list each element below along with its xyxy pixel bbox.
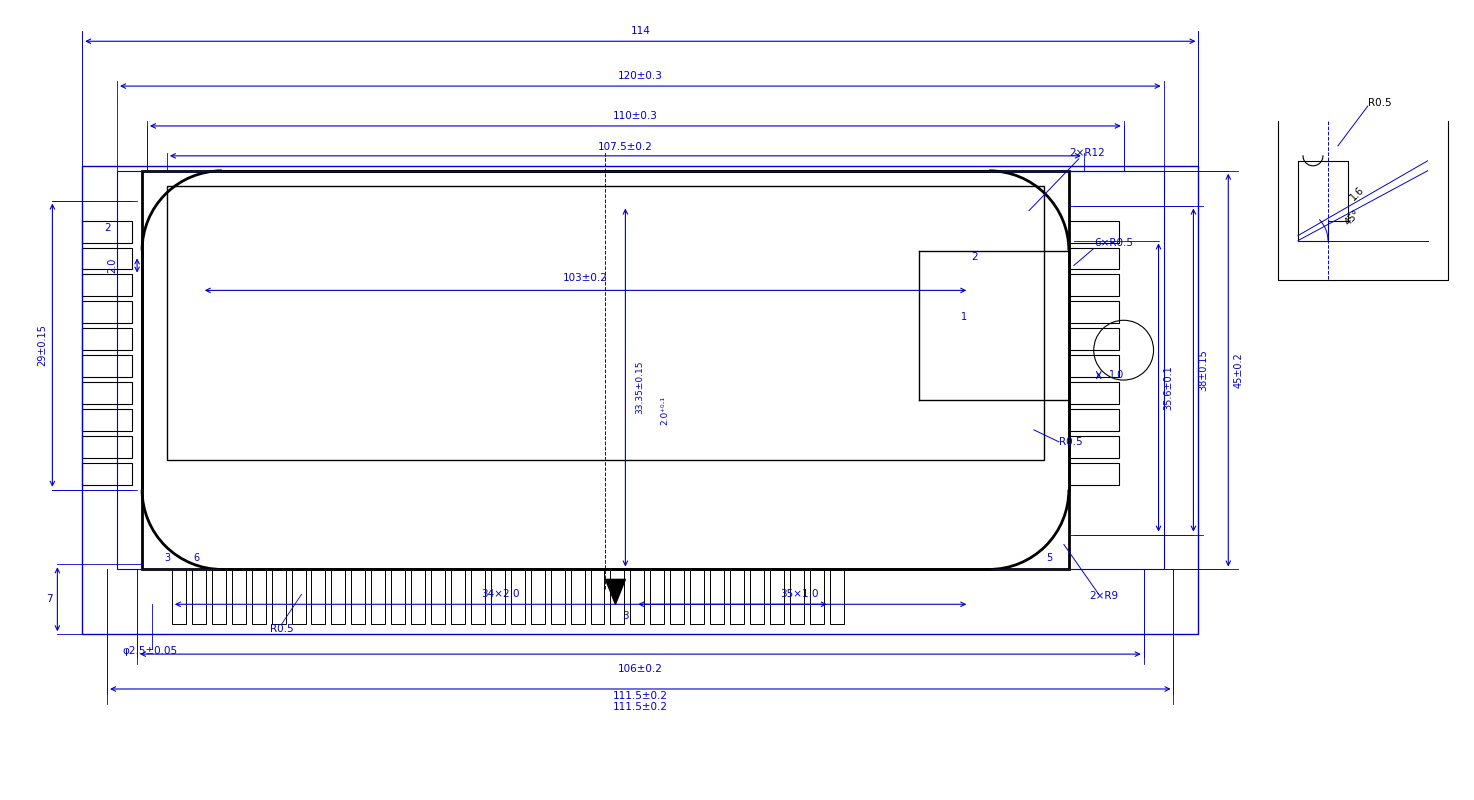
Bar — [83, 462, 133, 485]
Text: 2.0⁺⁰⋅¹: 2.0⁺⁰⋅¹ — [660, 395, 669, 425]
Bar — [631, 570, 644, 624]
Bar — [351, 570, 366, 624]
Text: 2: 2 — [971, 253, 977, 262]
Text: 6×R0.5: 6×R0.5 — [1094, 238, 1132, 247]
Bar — [83, 382, 133, 404]
Text: 35.6±0.1: 35.6±0.1 — [1163, 365, 1173, 410]
Bar — [790, 570, 803, 624]
Text: R0.5: R0.5 — [1368, 98, 1391, 108]
Text: 110±0.3: 110±0.3 — [613, 111, 657, 121]
Bar — [292, 570, 305, 624]
Bar — [83, 436, 133, 458]
Bar — [1069, 302, 1119, 323]
Text: φ2.5±0.05: φ2.5±0.05 — [122, 646, 177, 656]
Bar — [83, 274, 133, 296]
Text: 114: 114 — [631, 26, 650, 36]
Bar — [671, 570, 684, 624]
Bar — [830, 570, 843, 624]
Text: 45°: 45° — [1343, 209, 1362, 228]
Bar — [750, 570, 764, 624]
Bar — [142, 170, 1069, 570]
Text: 1.0: 1.0 — [1108, 370, 1125, 380]
Text: 1: 1 — [961, 312, 967, 322]
Text: 33.35±0.15: 33.35±0.15 — [635, 361, 644, 414]
Bar — [332, 570, 345, 624]
Text: 29±0.15: 29±0.15 — [37, 324, 47, 366]
Text: 34×2.0: 34×2.0 — [482, 590, 520, 599]
Polygon shape — [606, 579, 625, 604]
Bar — [710, 570, 724, 624]
Text: R0.5: R0.5 — [1058, 437, 1082, 447]
Bar — [690, 570, 705, 624]
Bar — [1069, 355, 1119, 377]
Bar — [83, 355, 133, 377]
Text: 2: 2 — [103, 222, 111, 233]
Bar — [371, 570, 385, 624]
Text: 111.5±0.2: 111.5±0.2 — [613, 702, 668, 712]
Bar — [212, 570, 226, 624]
Text: 2.0: 2.0 — [108, 258, 116, 273]
Bar — [610, 570, 625, 624]
Bar — [451, 570, 464, 624]
Bar — [491, 570, 504, 624]
Bar — [1069, 247, 1119, 270]
Bar — [411, 570, 425, 624]
Bar — [192, 570, 206, 624]
Bar — [430, 570, 445, 624]
Text: 7: 7 — [46, 594, 53, 604]
Text: 111.5±0.2: 111.5±0.2 — [613, 691, 668, 701]
Bar — [83, 328, 133, 350]
Text: 2×R9: 2×R9 — [1089, 591, 1117, 602]
Bar — [231, 570, 246, 624]
Bar — [1069, 436, 1119, 458]
Bar — [311, 570, 326, 624]
Text: 106±0.2: 106±0.2 — [618, 664, 663, 674]
Bar — [1069, 462, 1119, 485]
Bar — [650, 570, 665, 624]
Bar — [591, 570, 604, 624]
Text: 3: 3 — [622, 611, 629, 622]
Text: 1.6: 1.6 — [1347, 185, 1366, 202]
Text: 35×1.0: 35×1.0 — [781, 590, 820, 599]
Text: 6: 6 — [193, 554, 200, 563]
Bar — [167, 186, 1044, 460]
Bar — [1069, 328, 1119, 350]
Text: 45±0.2: 45±0.2 — [1234, 352, 1243, 388]
Bar — [1069, 221, 1119, 242]
Text: 2×R12: 2×R12 — [1069, 148, 1104, 158]
Bar — [730, 570, 744, 624]
Bar — [116, 170, 1163, 570]
Bar — [172, 570, 186, 624]
Text: 3: 3 — [164, 554, 170, 563]
Bar — [809, 570, 824, 624]
Bar — [511, 570, 525, 624]
Bar — [271, 570, 286, 624]
Bar — [83, 221, 133, 242]
Bar — [531, 570, 545, 624]
Bar — [391, 570, 405, 624]
Bar — [1069, 382, 1119, 404]
Bar — [1069, 274, 1119, 296]
Bar — [252, 570, 265, 624]
Bar — [470, 570, 485, 624]
Bar — [83, 409, 133, 431]
Text: R0.5: R0.5 — [270, 624, 293, 634]
Bar — [83, 302, 133, 323]
Bar — [769, 570, 784, 624]
Text: 5: 5 — [1045, 554, 1052, 563]
Text: 120±0.3: 120±0.3 — [618, 71, 663, 81]
Text: 103±0.2: 103±0.2 — [563, 274, 607, 283]
Text: 38±0.15: 38±0.15 — [1198, 350, 1209, 391]
Text: 107.5±0.2: 107.5±0.2 — [598, 142, 653, 152]
Bar — [1069, 409, 1119, 431]
Bar — [570, 570, 585, 624]
Bar — [83, 247, 133, 270]
Bar — [83, 166, 1198, 634]
Bar — [551, 570, 565, 624]
